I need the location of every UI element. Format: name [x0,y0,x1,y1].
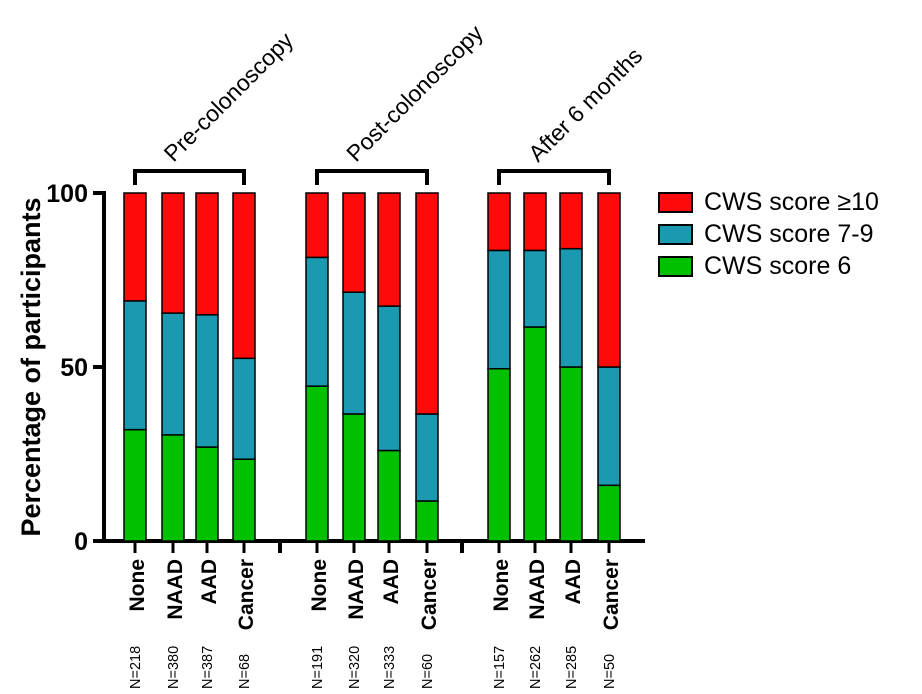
x-tick-label: None [308,559,331,612]
bar-segment-cws-score-7-9 [123,300,147,431]
group-bracket [133,169,246,185]
x-tick-label: NAAD [164,559,187,620]
bar-segment-cws-score-10 [161,192,185,314]
bar-segment-cws-score-6 [559,366,583,542]
bar-segment-cws-score-7-9 [415,413,439,502]
bar-segment-cws-score-6 [523,326,547,542]
y-tick-label: 50 [60,354,88,382]
sample-size-label: N=262 [528,646,544,689]
bar-segment-cws-score-7-9 [195,314,219,448]
bar-segment-cws-score-7-9 [523,249,547,328]
x-tick-label: NAAD [526,559,549,620]
x-tick-label: AAD [198,559,221,605]
sample-size-label: N=320 [347,646,363,689]
bar-segment-cws-score-10 [123,192,147,302]
legend-swatch [658,192,693,213]
x-tick-label: AAD [562,559,585,605]
y-tick-label: 100 [46,180,88,208]
bar-segment-cws-score-10 [559,192,583,250]
y-axis-label: Percentage of participants [16,197,46,536]
sample-size-label: N=333 [382,646,398,689]
bar-segment-cws-score-7-9 [377,305,401,452]
x-tick-label: Cancer [235,559,258,630]
bar-segment-cws-score-7-9 [597,366,621,487]
bar-segment-cws-score-10 [377,192,401,307]
bar-segment-cws-score-10 [597,192,621,368]
group-bracket [497,169,611,185]
bar-segment-cws-score-10 [415,192,439,415]
bar-segment-cws-score-7-9 [342,291,366,415]
x-tick-label: None [126,559,149,612]
bar-segment-cws-score-10 [342,192,366,293]
bar-segment-cws-score-10 [523,192,547,252]
legend-swatch [658,224,693,245]
sample-size-label: N=218 [128,646,144,689]
x-tick-label: NAAD [345,559,368,620]
bar-segment-cws-score-6 [123,428,147,542]
group-label: Post-colonoscopy [341,19,488,166]
bar-segment-cws-score-6 [305,385,329,542]
bar-segment-cws-score-6 [232,458,256,542]
sample-size-label: N=157 [492,646,508,689]
legend-label: CWS score 7-9 [704,220,873,248]
legend-label: CWS score 6 [704,252,851,280]
x-tick-label: AAD [380,559,403,605]
sample-size-label: N=387 [200,646,216,689]
bar-segment-cws-score-6 [195,446,219,542]
x-tick-label: Cancer [600,559,623,630]
y-tick-label: 0 [74,528,88,556]
bar-segment-cws-score-6 [377,449,401,542]
bar-segment-cws-score-10 [305,192,329,259]
x-tick-label: None [490,559,513,612]
bar-segment-cws-score-6 [161,434,185,542]
group-label: Pre-colonoscopy [159,27,299,167]
sample-size-label: N=68 [237,654,253,689]
bar-segment-cws-score-7-9 [232,357,256,460]
group-bracket [315,169,429,185]
sample-size-label: N=60 [420,654,436,689]
bar-segment-cws-score-6 [597,484,621,542]
bar-segment-cws-score-7-9 [559,247,583,368]
bar-segment-cws-score-7-9 [305,256,329,387]
bar-segment-cws-score-10 [195,192,219,316]
group-label: After 6 months [523,42,647,166]
sample-size-label: N=380 [166,646,182,689]
bar-segment-cws-score-6 [415,500,439,542]
legend-swatch [658,256,693,277]
bar-segment-cws-score-10 [487,192,511,252]
x-tick-label: Cancer [418,559,441,630]
bar-segment-cws-score-6 [487,367,511,542]
sample-size-label: N=285 [564,646,580,689]
legend-label: CWS score ≥10 [704,188,879,216]
sample-size-label: N=191 [310,646,326,689]
bar-segment-cws-score-7-9 [161,312,185,436]
sample-size-label: N=50 [602,654,618,689]
bar-segment-cws-score-6 [342,413,366,542]
bar-segment-cws-score-10 [232,192,256,360]
bar-segment-cws-score-7-9 [487,249,511,370]
